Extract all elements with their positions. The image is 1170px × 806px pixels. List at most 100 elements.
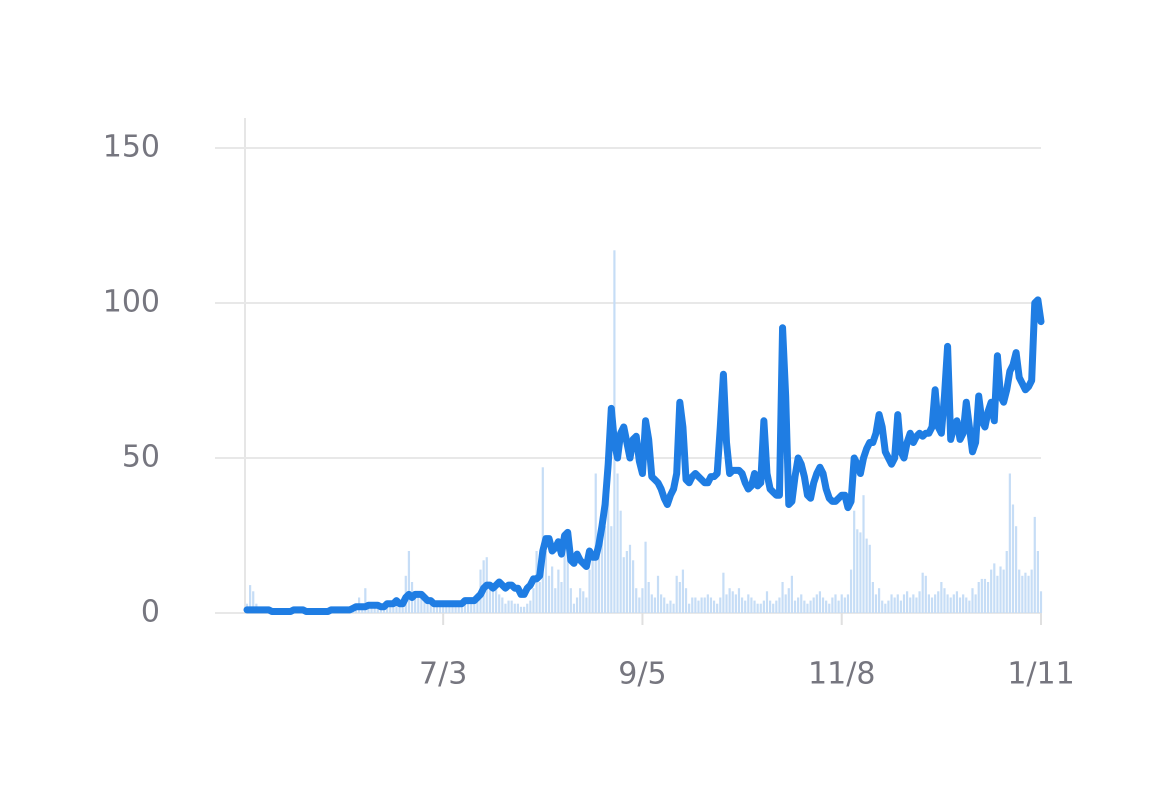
bar bbox=[803, 600, 806, 613]
bar bbox=[653, 597, 656, 613]
bar bbox=[958, 597, 962, 613]
bar bbox=[877, 588, 881, 613]
bar bbox=[426, 603, 429, 613]
bar bbox=[675, 575, 678, 613]
bar bbox=[588, 569, 591, 613]
bar bbox=[874, 594, 878, 613]
bar bbox=[986, 582, 990, 613]
bar bbox=[466, 603, 470, 613]
bar bbox=[407, 551, 411, 613]
bar bbox=[996, 575, 999, 613]
bar bbox=[828, 603, 831, 613]
bar bbox=[952, 594, 955, 613]
bar bbox=[470, 597, 473, 613]
bar bbox=[921, 572, 924, 613]
bar bbox=[619, 510, 622, 613]
bar bbox=[772, 603, 775, 613]
bar bbox=[669, 600, 672, 613]
bar bbox=[354, 609, 358, 613]
bar bbox=[722, 572, 725, 613]
bar bbox=[364, 588, 367, 613]
bar bbox=[395, 600, 398, 613]
bar bbox=[719, 597, 722, 613]
bar bbox=[498, 594, 501, 613]
bar bbox=[965, 597, 968, 613]
bar bbox=[949, 597, 952, 613]
bar bbox=[460, 606, 463, 613]
bar bbox=[249, 585, 252, 613]
bar bbox=[572, 603, 576, 613]
bar bbox=[887, 600, 890, 613]
bar bbox=[940, 582, 943, 613]
bar bbox=[513, 603, 516, 613]
bar bbox=[797, 597, 800, 613]
bar bbox=[1008, 473, 1011, 613]
bar bbox=[930, 597, 934, 613]
bar bbox=[575, 597, 579, 613]
bar bbox=[750, 597, 753, 613]
bar bbox=[759, 603, 762, 613]
bar bbox=[902, 594, 906, 613]
bar bbox=[934, 594, 937, 613]
bar bbox=[862, 495, 865, 613]
bar bbox=[600, 520, 604, 613]
bar bbox=[893, 597, 896, 613]
bar bbox=[591, 560, 594, 613]
bar bbox=[946, 594, 949, 613]
bar bbox=[532, 588, 535, 613]
bar bbox=[1021, 575, 1024, 613]
bar bbox=[1033, 516, 1036, 613]
bar bbox=[881, 600, 884, 613]
bar bbox=[672, 603, 675, 613]
bar bbox=[712, 600, 716, 613]
bar bbox=[538, 582, 541, 613]
bar bbox=[435, 606, 439, 613]
bar bbox=[463, 600, 467, 613]
bar bbox=[769, 600, 772, 613]
bar bbox=[955, 591, 959, 613]
bar bbox=[962, 594, 965, 613]
y-tick-label: 100 bbox=[103, 285, 160, 320]
bar bbox=[632, 560, 635, 613]
bar bbox=[968, 600, 971, 613]
bar bbox=[821, 597, 825, 613]
bar bbox=[607, 495, 610, 613]
bar bbox=[691, 597, 694, 613]
bar bbox=[660, 594, 663, 613]
bar bbox=[684, 588, 688, 613]
bar bbox=[392, 603, 395, 613]
bar bbox=[703, 597, 706, 613]
bar bbox=[628, 544, 632, 613]
bar bbox=[529, 600, 532, 613]
bar bbox=[432, 603, 435, 613]
bar bbox=[635, 588, 638, 613]
bar bbox=[983, 578, 987, 613]
bar bbox=[641, 588, 644, 613]
bar bbox=[843, 597, 846, 613]
bar bbox=[1002, 569, 1005, 613]
bar bbox=[448, 606, 451, 613]
bar bbox=[1036, 551, 1039, 613]
bar bbox=[544, 551, 548, 613]
bar bbox=[656, 575, 660, 613]
bar bbox=[856, 529, 859, 613]
line bbox=[243, 296, 1045, 615]
bar bbox=[1024, 572, 1027, 613]
bar bbox=[647, 582, 650, 613]
bar bbox=[420, 594, 423, 613]
bar bbox=[846, 594, 850, 613]
bar bbox=[737, 588, 741, 613]
bar bbox=[1039, 591, 1043, 613]
bar bbox=[865, 538, 868, 613]
bar bbox=[417, 597, 420, 613]
bar bbox=[566, 551, 569, 613]
bar bbox=[937, 591, 940, 613]
bar bbox=[1030, 569, 1033, 613]
bar bbox=[784, 594, 787, 613]
bar bbox=[706, 594, 709, 613]
bar bbox=[744, 600, 747, 613]
bar bbox=[793, 600, 797, 613]
bar bbox=[977, 582, 980, 613]
bar bbox=[681, 569, 685, 613]
bar bbox=[616, 473, 619, 613]
